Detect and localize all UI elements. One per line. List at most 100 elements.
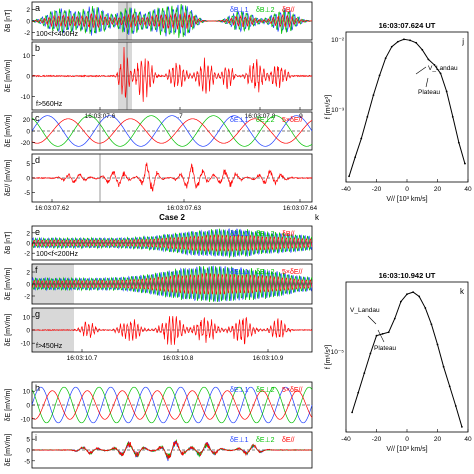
data-point-k-3 [369, 352, 372, 355]
series-line-c-2 [31, 118, 313, 144]
y-tick-label-j-1: 10⁻³ [331, 107, 345, 114]
series-line-i-2 [31, 440, 313, 460]
legend-entry-f-1: δE⊥2 [256, 269, 275, 276]
y-tick-label-h-1: 0 [26, 403, 30, 410]
annotation-a: 100<f<400Hz [36, 31, 79, 38]
x-tick-label-j-4: 40 [464, 186, 472, 193]
data-point-j-10 [409, 39, 411, 42]
data-point-k-5 [381, 332, 384, 335]
data-point-k-15 [442, 365, 445, 368]
data-point-k-10 [412, 291, 414, 293]
y-axis-label-h: δE [mV/m] [5, 389, 12, 422]
data-point-k-14 [436, 343, 439, 346]
y-tick-label-e-2: -2 [24, 251, 30, 258]
data-point-k-17 [454, 405, 457, 407]
y-axis-label-j: f [m⁶/s³] [325, 95, 332, 119]
series-line-c-0 [31, 115, 313, 147]
legend-entry-f-2: 5×δE// [282, 269, 302, 276]
y-tick-label-g-2: -10 [21, 341, 31, 348]
series-line-c-1 [31, 115, 313, 147]
x-tick-label-k-2: 0 [405, 436, 409, 443]
panel-letter-j: j [461, 37, 464, 46]
legend-entry-c-0: δE⊥1 [230, 117, 249, 124]
panel-letter-i: i [35, 433, 37, 443]
series-line-e-2 [31, 233, 313, 253]
panel-title-k: 16:03:10.942 UT [379, 271, 436, 280]
data-point-j-7 [390, 45, 393, 48]
panel-letter-a: a [35, 3, 40, 13]
y-axis-label-e: δB [nT] [5, 232, 12, 255]
legend-entry-c-1: δE⊥2 [256, 117, 275, 124]
series-line-h-2 [31, 390, 313, 420]
panel-letter-b: b [35, 43, 40, 53]
legend-entry-h-2: 5×δE// [282, 387, 302, 394]
data-point-j-13 [427, 58, 430, 61]
y-axis-label-d: δE// [mV/m] [5, 160, 12, 197]
series-line-f-0 [31, 265, 313, 303]
y-tick-label-g-0: 10 [23, 314, 31, 321]
data-point-j-3 [366, 115, 369, 118]
data-point-k-13 [430, 323, 433, 326]
legend-entry-a-0: δB⊥1 [230, 7, 249, 14]
case-title: Case 2 [159, 213, 185, 222]
y-tick-label-j-0: 10⁻² [331, 37, 345, 44]
data-point-j-16 [445, 90, 448, 93]
distribution-curve-j [348, 38, 466, 177]
annotation-g: f>450Hz [36, 343, 63, 350]
data-point-j-11 [415, 41, 418, 44]
panel-letter-k: k [460, 287, 465, 296]
data-point-k-18 [461, 425, 463, 428]
x-tick-label-k-3: 20 [434, 436, 442, 443]
data-point-k-16 [448, 385, 451, 388]
arrow-vlandau-k [367, 315, 377, 325]
data-point-j-12 [421, 48, 424, 51]
y-tick-label-a-0: 2 [26, 7, 30, 14]
y-tick-label-c-1: 0 [26, 129, 30, 136]
series-line-h-1 [31, 386, 313, 424]
arrow-plateau-k [377, 329, 385, 343]
legend-entry-c-2: 5×δE// [282, 117, 302, 124]
data-point-j-17 [451, 115, 454, 118]
legend-entry-h-0: δE⊥1 [230, 387, 249, 394]
annotation-plateau-k: Plateau [374, 345, 396, 352]
y-tick-label-f-2: -2 [24, 294, 30, 301]
x-tick-label-b-1: .7 [177, 113, 183, 120]
x-tick-label-d-1: 16:03:07.63 [167, 205, 202, 212]
y-axis-label-g: δE [mV/m] [5, 314, 12, 347]
x-tick-label-j-0: -40 [341, 186, 351, 193]
panel-letter-k-left: k [315, 213, 320, 222]
y-tick-label-e-1: 0 [26, 241, 30, 248]
y-tick-label-h-2: -10 [21, 416, 31, 423]
x-tick-label-g-1: 16:03:10.8 [163, 355, 194, 362]
series-line-e-0 [31, 228, 313, 258]
panel-frame-k [345, 281, 469, 433]
data-point-j-14 [433, 63, 436, 66]
annotation-plateau-j: Plateau [418, 89, 440, 96]
y-axis-label-c: δE [mV/m] [5, 115, 12, 148]
legend-entry-i-2: δE// [282, 437, 295, 444]
data-point-k-12 [424, 307, 427, 309]
x-tick-label-k-1: -20 [372, 436, 382, 443]
data-point-k-9 [406, 293, 408, 296]
y-tick-label-k-0: 10⁻⁵ [331, 349, 345, 356]
series-line-f-2 [31, 272, 313, 295]
y-axis-label-i: δE [mV/m] [5, 434, 12, 467]
panel-frame-j [345, 31, 469, 183]
y-tick-label-f-1: 0 [26, 282, 30, 289]
legend-entry-f-0: δE⊥1 [230, 269, 249, 276]
series-line-b-0 [31, 46, 312, 102]
panel-letter-c: c [35, 113, 40, 123]
y-tick-label-d-1: 0 [26, 176, 30, 183]
x-tick-label-j-2: 0 [405, 186, 409, 193]
y-axis-label-f: δE [mV/m] [5, 268, 12, 301]
x-tick-label-j-3: 20 [434, 186, 442, 193]
y-tick-label-c-0: 20 [23, 117, 31, 124]
y-tick-label-i-1: 0 [26, 448, 30, 455]
data-point-j-8 [396, 40, 399, 43]
data-point-j-1 [354, 156, 357, 159]
y-tick-label-i-2: -5 [24, 458, 30, 465]
x-tick-label-g-0: 16:03:10.7 [67, 355, 98, 362]
y-tick-label-d-2: -5 [24, 190, 30, 197]
data-point-j-5 [378, 74, 381, 77]
